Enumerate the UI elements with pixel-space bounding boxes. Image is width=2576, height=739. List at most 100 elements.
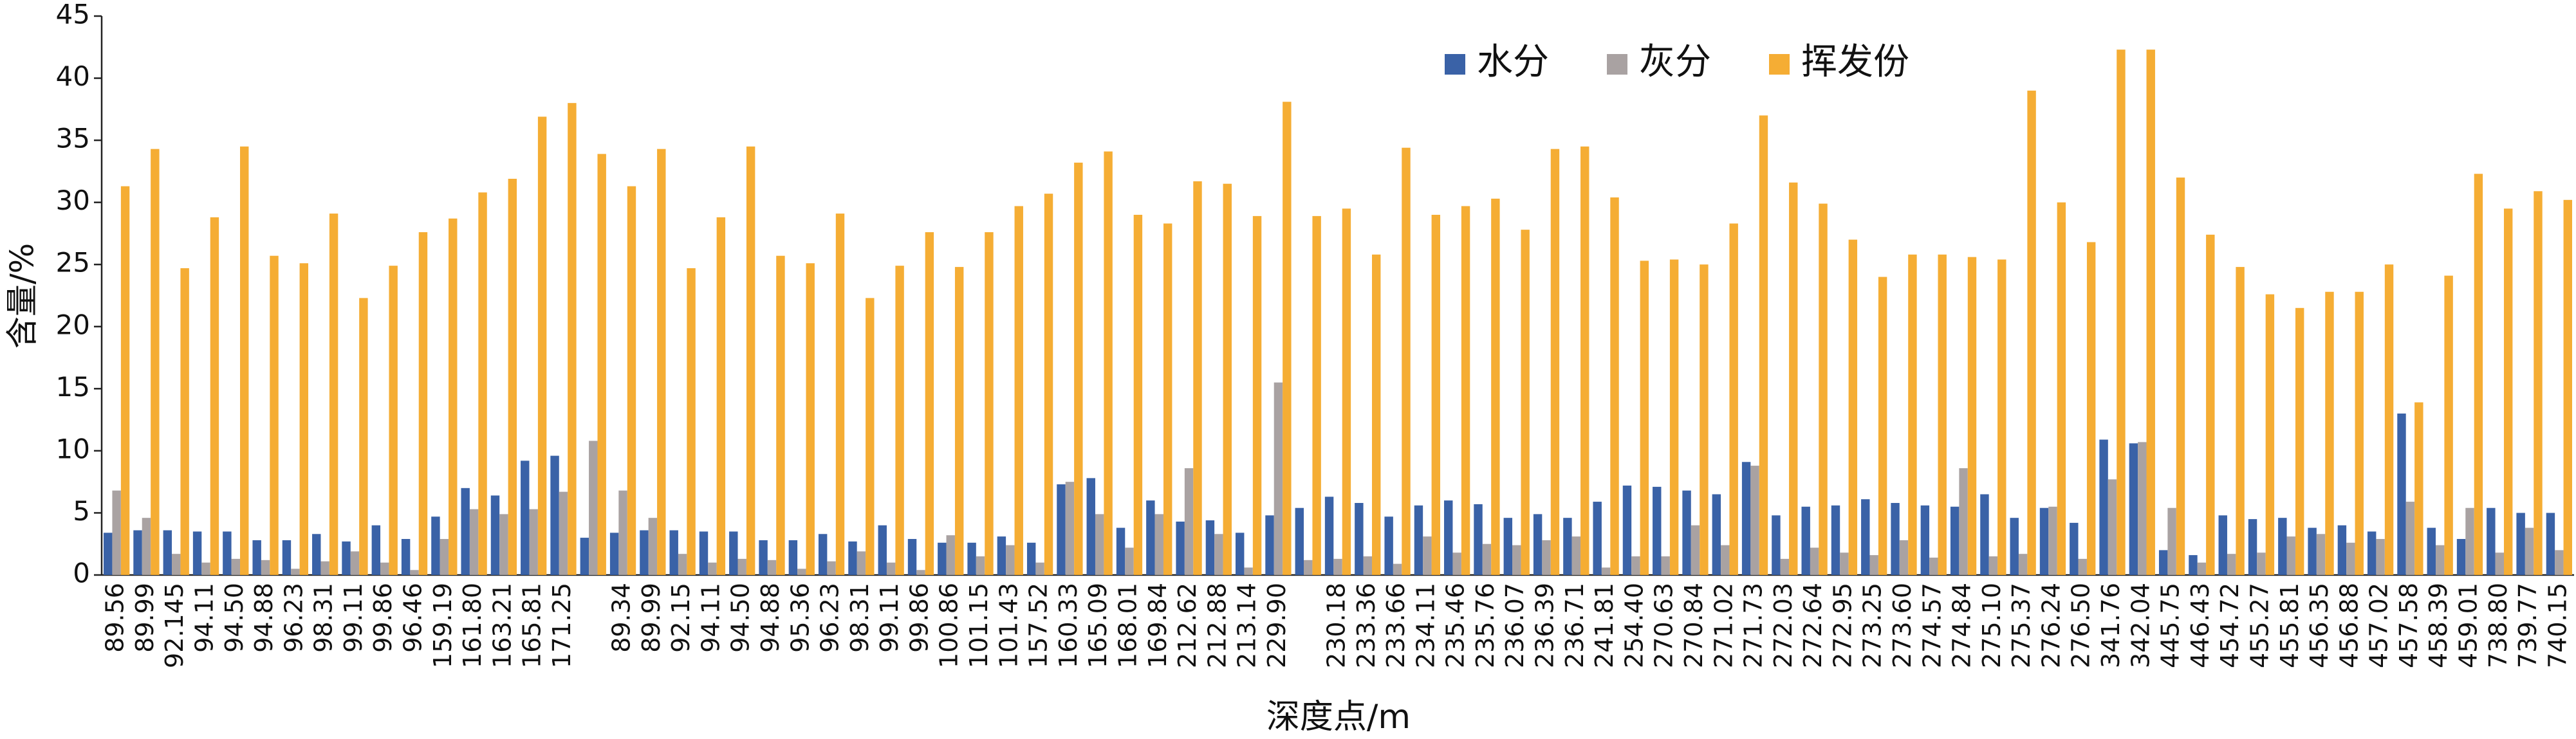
bar (163, 530, 172, 575)
bar (449, 218, 458, 575)
bar (1980, 494, 1989, 575)
bar (1146, 500, 1155, 575)
x-tick-label: 236.71 (1561, 583, 1589, 668)
x-tick-label: 94.88 (250, 583, 278, 653)
x-tick-label: 271.02 (1709, 583, 1737, 668)
bar (1244, 567, 1253, 575)
bar (669, 530, 678, 575)
bar (1550, 149, 1560, 575)
bar (410, 570, 419, 575)
bar (2138, 442, 2147, 575)
x-tick-label: 100.86 (935, 583, 963, 668)
bar (201, 562, 210, 575)
bar (1669, 259, 1679, 575)
bar (1274, 382, 1283, 575)
bar (2117, 50, 2126, 575)
bar (678, 554, 687, 575)
x-tick-label: 341.76 (2097, 583, 2125, 668)
bar (1303, 560, 1313, 575)
bar (1116, 527, 1126, 575)
bar (2027, 90, 2036, 575)
bar (299, 263, 309, 575)
bar (895, 266, 904, 575)
bar (1929, 557, 1938, 575)
bar (2563, 199, 2572, 575)
bar (1512, 545, 1521, 575)
bar (2384, 264, 2394, 575)
bar (2495, 552, 2504, 575)
bar (1610, 197, 1619, 575)
bar (1057, 484, 1066, 575)
bar (708, 562, 717, 575)
bar (1461, 206, 1470, 576)
bar (559, 491, 568, 575)
bar (478, 192, 487, 575)
bar (350, 551, 360, 575)
bar (1810, 547, 1819, 575)
bar (1729, 223, 1738, 575)
bar (1026, 542, 1036, 575)
bar (699, 531, 709, 575)
x-tick-label: 233.66 (1382, 583, 1410, 668)
bar (2146, 50, 2155, 575)
bar (925, 232, 934, 576)
bar (1780, 558, 1790, 575)
bar (1997, 259, 2006, 575)
x-tick-label: 95.36 (786, 583, 814, 653)
bar (231, 558, 241, 575)
bar (1959, 468, 1968, 575)
bar (359, 298, 368, 575)
x-tick-label: 89.34 (607, 583, 636, 653)
bar (1819, 203, 1828, 575)
x-tick-label: 459.01 (2454, 583, 2482, 668)
x-tick-label: 275.37 (2007, 583, 2035, 668)
bar (490, 495, 500, 575)
bar (1938, 254, 1947, 575)
bar (597, 154, 606, 575)
bar (418, 232, 428, 576)
x-tick-label: 271.73 (1739, 583, 1768, 668)
bar (640, 530, 649, 575)
x-tick-label: 236.39 (1531, 583, 1559, 668)
bar (1474, 504, 1483, 575)
bar (2197, 562, 2207, 575)
bar (252, 540, 261, 575)
legend-label: 挥发份 (1801, 41, 1909, 83)
bar (687, 268, 696, 575)
bar (210, 217, 219, 576)
x-tick-label: 99.11 (875, 583, 903, 653)
bar (1444, 500, 1453, 575)
x-tick-label: 101.15 (965, 583, 993, 668)
y-tick-label: 40 (56, 60, 90, 92)
bar (1133, 214, 1143, 575)
bar (1482, 543, 1492, 575)
bar (916, 570, 925, 575)
x-tick-label: 96.23 (816, 583, 844, 653)
bar (1521, 230, 1530, 575)
x-tick-label: 212.62 (1173, 583, 1201, 668)
bar (2367, 531, 2377, 575)
bar (312, 534, 321, 575)
bar (1074, 162, 1083, 576)
bar (2167, 507, 2176, 575)
bar (508, 178, 517, 575)
x-tick-label: 98.31 (846, 583, 874, 653)
bar (1631, 556, 1640, 575)
bar (1967, 257, 1977, 575)
x-tick-label: 89.99 (131, 583, 159, 653)
bar (2265, 294, 2275, 575)
bar (907, 538, 917, 575)
bar (997, 536, 1006, 575)
y-tick-label: 45 (56, 0, 90, 30)
bar (1491, 198, 1500, 576)
legend-swatch (1607, 54, 1627, 75)
x-tick-label: 94.50 (727, 583, 755, 653)
y-tick-label: 15 (56, 371, 90, 403)
bar (1721, 545, 1730, 575)
x-tick-label: 235.46 (1441, 583, 1470, 668)
bar (1700, 264, 1709, 575)
bar (261, 560, 270, 575)
x-tick-label: 161.80 (458, 583, 486, 668)
bar (776, 255, 785, 575)
x-tick-label: 99.86 (369, 583, 397, 653)
